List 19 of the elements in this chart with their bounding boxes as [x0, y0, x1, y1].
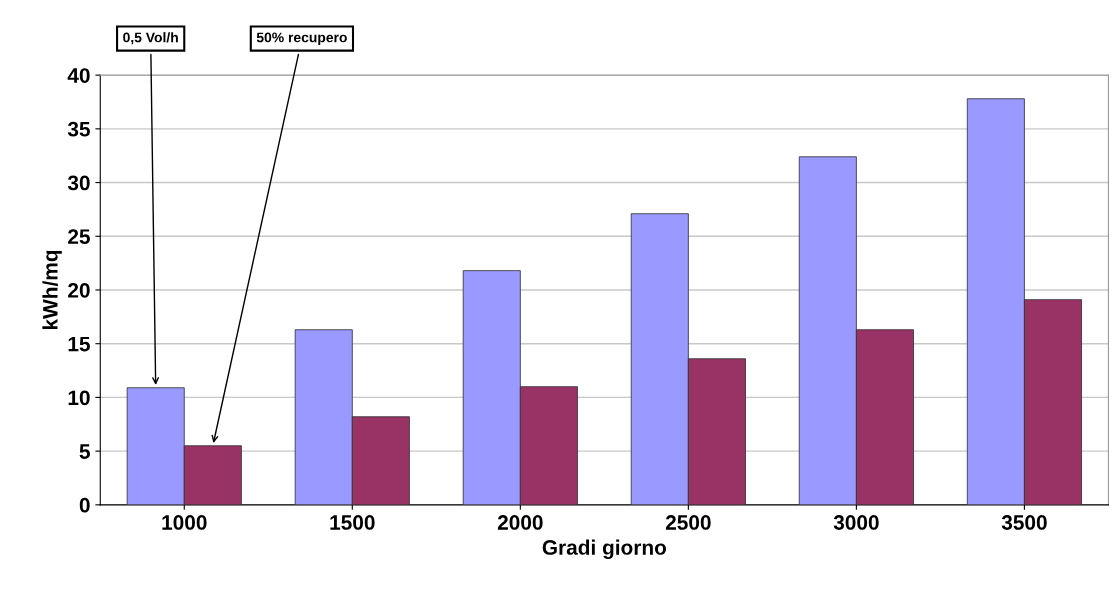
text: 0,5 Vol/h [123, 32, 178, 45]
text: 50% recupero [256, 32, 347, 46]
y-tick-label: 25 [68, 229, 90, 245]
x-tick-label: 3000 [833, 515, 879, 530]
y-tick-label: 30 [67, 175, 90, 191]
y-tick-label: 20 [68, 282, 90, 298]
x-tick-label: 3500 [1001, 515, 1047, 530]
x-axis-title: Gradi giorno [542, 539, 667, 560]
x-tick-label: 1000 [162, 515, 207, 530]
x-tick-label: 2000 [497, 515, 543, 530]
y-tick-label: 10 [68, 390, 90, 406]
x-tick-label: 1500 [330, 515, 375, 530]
y-tick-label: 0 [79, 497, 90, 513]
x-tick-label: 2500 [665, 515, 711, 530]
y-tick-label: 5 [79, 444, 90, 459]
y-tick-label: 40 [67, 68, 90, 83]
y-axis-title: kWh/mq [42, 250, 62, 330]
y-tick-label: 35 [67, 121, 90, 137]
y-tick-label: 15 [68, 336, 90, 352]
